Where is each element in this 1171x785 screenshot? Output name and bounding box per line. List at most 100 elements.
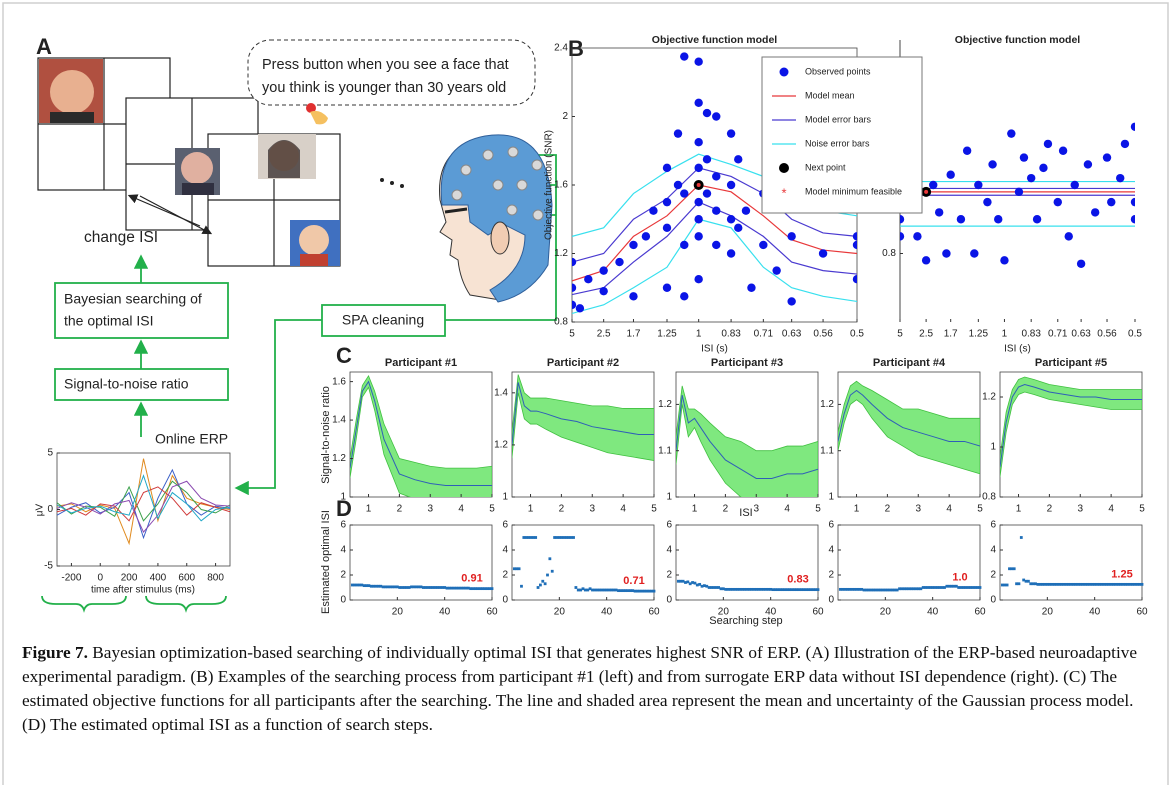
observed-point: [946, 170, 955, 179]
legend-label: Noise error bars: [805, 138, 870, 148]
step-point: [1128, 582, 1132, 586]
x-tick-label: 800: [207, 573, 224, 584]
observed-point: [629, 292, 638, 301]
step-point: [1088, 582, 1092, 586]
y-tick-label: 1.4: [494, 387, 508, 398]
step-point: [917, 587, 920, 591]
step-point: [377, 584, 380, 588]
observed-point: [726, 180, 736, 190]
x-tick-label: 1: [1016, 504, 1022, 515]
step-point: [588, 587, 592, 591]
mean-line: [1000, 383, 1142, 468]
y-tick-label: 0: [502, 595, 508, 606]
step-point: [621, 589, 625, 593]
step-point: [1000, 583, 1004, 587]
observed-point: [1083, 160, 1093, 169]
y-tick-label: 0: [666, 595, 672, 606]
observed-point: [787, 297, 796, 306]
observed-point: [694, 57, 703, 66]
observed-point: [772, 266, 781, 275]
observed-point: [680, 189, 689, 198]
x-tick-label: 1: [366, 504, 372, 515]
step-point: [421, 586, 425, 589]
step-point: [572, 536, 575, 539]
step-point: [612, 588, 616, 592]
axes-box: [349, 524, 493, 601]
step-point: [919, 587, 923, 591]
step-point: [650, 589, 654, 593]
step-point: [471, 587, 475, 591]
observed-point: [694, 274, 703, 284]
box-text: SPA cleaning: [342, 312, 424, 328]
step-point: [464, 586, 468, 590]
step-point: [688, 582, 692, 586]
x-tick-label: -200: [61, 573, 81, 584]
observed-point: [818, 249, 828, 258]
step-point: [846, 587, 849, 591]
step-point: [369, 584, 373, 588]
step-point: [902, 587, 906, 591]
step-point: [947, 584, 951, 588]
x-tick-label: 1.7: [944, 329, 958, 340]
step-point: [462, 586, 465, 590]
step-point: [1069, 582, 1073, 586]
observed-point: [1130, 197, 1135, 207]
step-point: [940, 586, 944, 589]
uncertainty-band: [512, 374, 654, 461]
step-point: [895, 588, 899, 592]
step-point: [626, 589, 630, 593]
y-tick-label: 1.6: [332, 376, 346, 387]
step-point: [719, 587, 723, 591]
x-tick-label: 40: [439, 607, 451, 618]
step-point: [490, 587, 494, 591]
step-point: [624, 589, 627, 593]
step-point: [869, 588, 873, 592]
observed-point: [712, 240, 721, 250]
y-tick-label: 2: [502, 570, 508, 581]
step-point: [931, 586, 935, 589]
step-point: [705, 584, 709, 588]
step-point: [617, 589, 620, 593]
observed-point: [575, 304, 585, 313]
observed-point: [649, 206, 658, 215]
observed-point: [680, 52, 689, 61]
step-point: [410, 585, 413, 589]
final-isi-label: 0.71: [623, 575, 644, 587]
x-tick-label: 2: [1047, 504, 1053, 515]
step-point: [476, 587, 480, 591]
y-tick-label: 2: [990, 570, 996, 581]
step-point: [1055, 582, 1059, 586]
step-point: [959, 586, 963, 589]
step-point: [1095, 582, 1099, 586]
step-point: [1045, 582, 1049, 586]
step-point: [740, 587, 744, 591]
isi-arrow: [139, 195, 213, 235]
step-point: [686, 580, 690, 584]
step-point: [736, 587, 739, 591]
caption-text: Bayesian optimization-based searching of…: [22, 643, 1138, 734]
ellipsis: [380, 178, 404, 188]
step-point: [714, 586, 718, 589]
y-tick-label: 5: [47, 448, 53, 459]
step-point: [1138, 582, 1142, 586]
face-photos: [39, 59, 340, 266]
observed-point: [1026, 173, 1036, 183]
step-point: [1027, 579, 1030, 583]
observed-point: [599, 286, 608, 296]
step-point: [536, 586, 540, 589]
x-tick-label: 20: [718, 607, 730, 618]
step-point: [729, 587, 732, 591]
x-tick-label: 5: [489, 504, 495, 515]
step-point: [679, 579, 683, 583]
step-point: [731, 587, 735, 591]
step-point: [598, 588, 601, 592]
x-tick-label: 1.25: [969, 329, 989, 340]
step-point: [600, 588, 604, 592]
y-tick-label: 1: [828, 492, 834, 503]
step-point: [1105, 582, 1108, 586]
erp-trace: [57, 468, 230, 540]
step-point: [610, 588, 613, 592]
step-point: [738, 587, 742, 591]
y-tick-label: 0: [340, 595, 346, 606]
x-tick-label: 4: [620, 504, 626, 515]
